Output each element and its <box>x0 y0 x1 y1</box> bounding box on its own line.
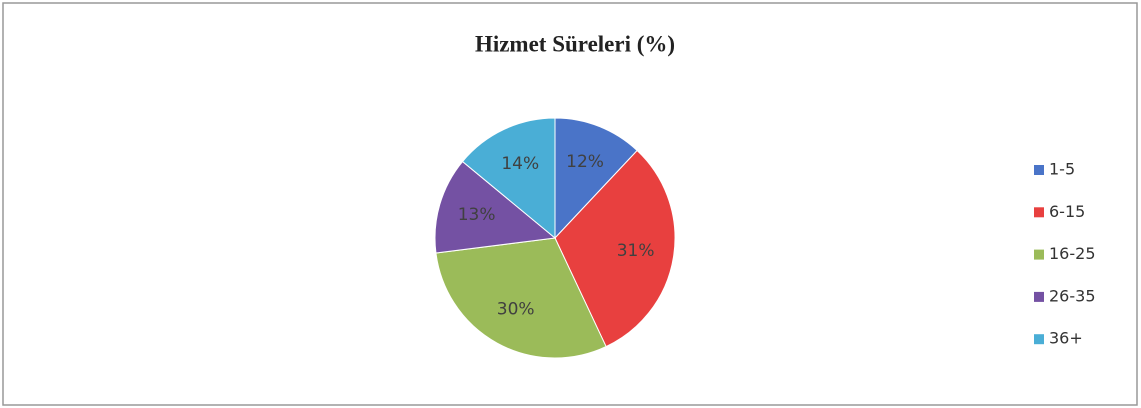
legend-swatch <box>1034 165 1044 175</box>
legend-label: 16-25 <box>1049 244 1096 263</box>
pie-slice <box>435 237 607 359</box>
data-label: 14% <box>501 154 539 174</box>
pie-slice <box>554 149 676 348</box>
data-label: 31% <box>617 241 655 261</box>
legend-label: 36+ <box>1049 329 1083 348</box>
legend-swatch <box>1034 249 1044 260</box>
pie-slice <box>554 117 638 240</box>
legend-swatch <box>1034 207 1044 218</box>
data-label: 12% <box>566 152 604 172</box>
data-label: 13% <box>458 205 496 225</box>
pie-slice <box>461 117 556 240</box>
chart-title: Hizmet Süreleri (%) <box>475 31 675 56</box>
data-label: 30% <box>497 300 535 320</box>
legend-label: 1-5 <box>1049 160 1075 179</box>
legend-swatch <box>1034 291 1044 302</box>
legend-swatch <box>1034 334 1044 345</box>
legend-label: 26-35 <box>1049 286 1096 305</box>
pie-slice <box>434 160 557 254</box>
legend-label: 6-15 <box>1049 202 1085 221</box>
